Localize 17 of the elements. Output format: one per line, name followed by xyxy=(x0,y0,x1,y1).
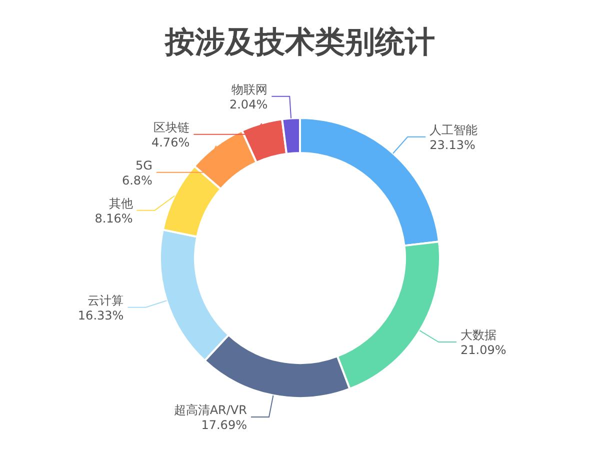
slice-label: 5G xyxy=(136,158,152,172)
slice-label: 超高清AR/VR xyxy=(174,403,247,418)
slice-label: 云计算 xyxy=(88,293,124,308)
slice-label: 区块链 xyxy=(154,120,190,134)
slice-label: 大数据 xyxy=(460,328,497,342)
slice-label: 物联网 xyxy=(232,82,268,96)
data-label: 8.16% xyxy=(94,211,133,226)
chart-title: 按涉及技术类别统计 xyxy=(164,25,435,60)
data-label: 17.69% xyxy=(201,418,247,432)
data-label: 4.76% xyxy=(152,135,190,150)
slice-label: 人工智能 xyxy=(430,122,478,137)
data-label: 2.04% xyxy=(230,97,268,112)
data-label: 21.09% xyxy=(460,342,506,357)
data-label: 23.13% xyxy=(430,138,476,152)
data-label: 16.33% xyxy=(78,308,124,322)
slice-label: 其他 xyxy=(108,196,133,210)
data-label: 6.8% xyxy=(122,173,152,188)
